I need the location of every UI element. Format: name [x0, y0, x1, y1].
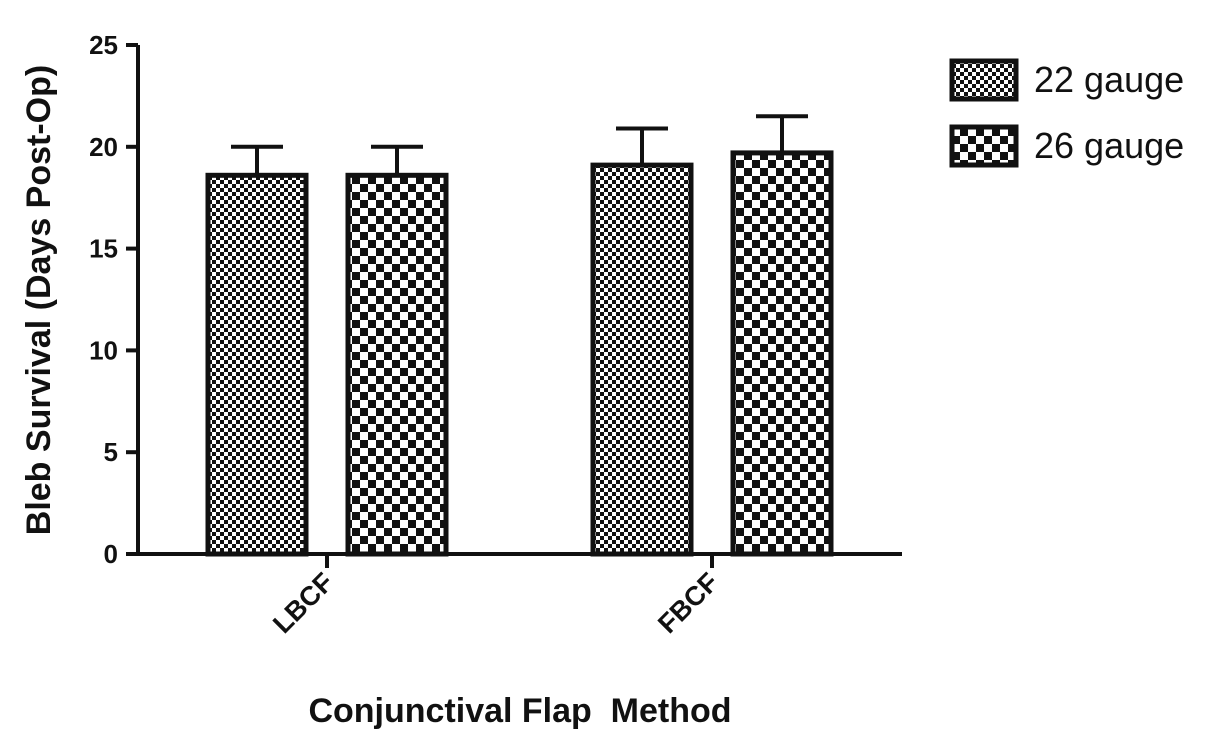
y-tick-label: 5	[104, 437, 118, 467]
y-tick-label: 0	[104, 539, 118, 569]
bar	[730, 150, 834, 557]
y-axis-title: Bleb Survival (Days Post-Op)	[20, 65, 58, 535]
y-tick-label: 20	[89, 132, 118, 162]
x-axis-title: Conjunctival Flap Method	[308, 692, 731, 730]
y-tick-label: 10	[89, 335, 118, 365]
bar	[205, 172, 309, 557]
legend-label: 22 gauge	[1034, 59, 1184, 100]
legend-label: 26 gauge	[1034, 125, 1184, 166]
legend: 22 gauge 26 gauge	[949, 58, 1184, 168]
y-axis: 0 5 10 15 20 25	[89, 30, 140, 569]
legend-swatch	[949, 124, 1019, 168]
y-tick-label: 25	[89, 30, 118, 60]
bar	[590, 162, 694, 557]
x-axis: LBCF FBCF	[138, 552, 902, 639]
y-tick-label: 15	[89, 234, 118, 264]
x-tick-label: LBCF	[267, 567, 339, 639]
x-tick-label: FBCF	[652, 567, 724, 639]
bar	[345, 172, 449, 557]
legend-swatch	[949, 58, 1019, 102]
plot-area	[205, 114, 834, 557]
